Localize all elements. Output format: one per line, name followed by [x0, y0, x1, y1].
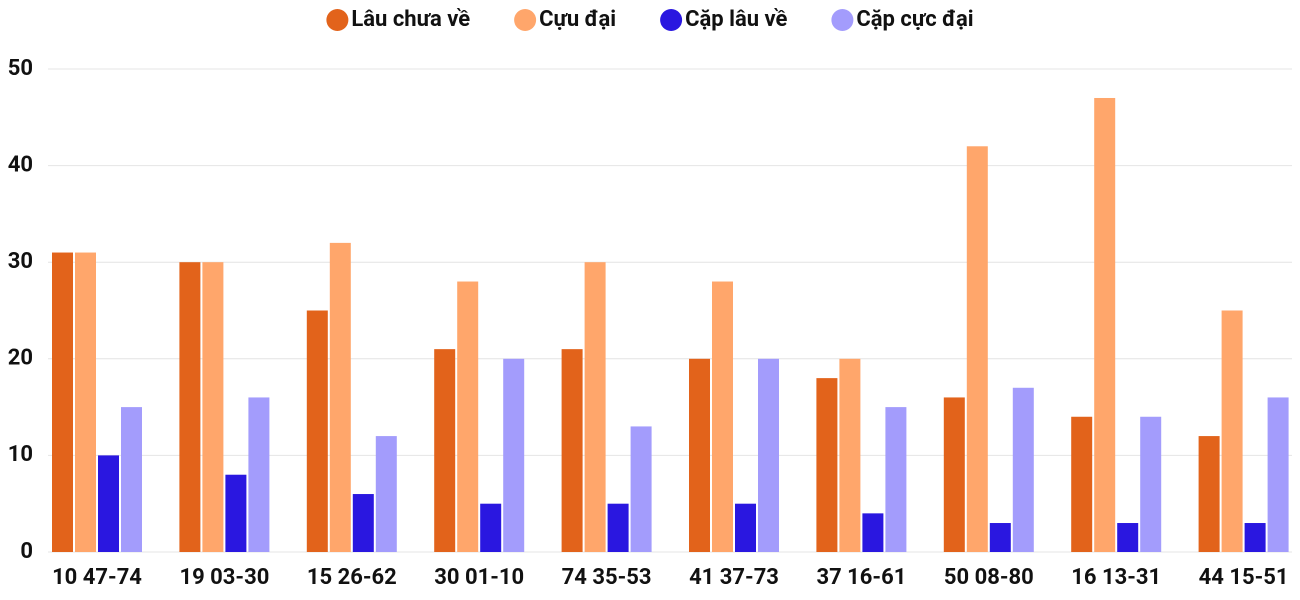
bar	[434, 349, 456, 552]
bar	[966, 146, 988, 552]
bar	[1267, 397, 1289, 552]
bar	[329, 242, 351, 552]
bar	[121, 407, 142, 552]
y-tick-label: 30	[8, 249, 33, 274]
x-tick-label: 41 37-73	[689, 565, 779, 590]
bar	[989, 523, 1011, 552]
bar	[248, 397, 270, 552]
bar	[584, 262, 606, 552]
bar	[885, 407, 907, 552]
bar	[1244, 523, 1266, 552]
x-tick-label: 74 35-53	[562, 565, 652, 590]
legend-marker	[326, 9, 349, 31]
y-tick-label: 20	[8, 346, 33, 371]
y-tick-label: 50	[8, 56, 33, 81]
bar	[630, 426, 652, 552]
bar	[1221, 310, 1243, 552]
bar	[75, 252, 96, 553]
bar	[375, 436, 397, 552]
x-tick-label: 10 47-74	[52, 565, 142, 590]
bar	[225, 474, 247, 552]
x-tick-label: 44 15-51	[1199, 565, 1289, 590]
bar	[202, 262, 224, 552]
x-tick-label: 37 16-61	[816, 565, 906, 590]
bar	[689, 358, 710, 552]
bar	[1094, 97, 1116, 552]
x-tick-label: 19 03-30	[179, 565, 269, 590]
bar	[1012, 387, 1034, 552]
legend-label: Cặp cực đại	[856, 7, 973, 32]
legend-label: Cựu đại	[539, 7, 616, 32]
legend-label: Cặp lâu về	[685, 7, 787, 32]
bar	[862, 513, 884, 552]
bar	[943, 397, 965, 552]
bar	[503, 358, 525, 552]
legend-label: Lâu chưa về	[351, 7, 470, 32]
x-tick-label: 15 26-62	[307, 565, 397, 590]
legend-marker	[514, 9, 537, 31]
bar	[98, 455, 119, 552]
bar	[735, 503, 756, 552]
bar	[179, 262, 201, 552]
bar	[52, 252, 73, 553]
x-tick-label: 30 01-10	[434, 565, 524, 590]
bar	[1140, 416, 1162, 552]
bar	[1071, 416, 1093, 552]
bar	[712, 281, 733, 552]
bar	[816, 378, 838, 552]
x-tick-label: 16 13-31	[1071, 565, 1161, 590]
bar	[561, 349, 583, 552]
bar	[1117, 523, 1139, 552]
bar	[480, 503, 502, 552]
bar	[457, 281, 479, 552]
bar	[306, 310, 328, 552]
bar	[839, 358, 861, 552]
bar	[758, 358, 779, 552]
bar	[607, 503, 629, 552]
bar	[352, 494, 374, 552]
legend-marker	[831, 9, 854, 31]
legend-marker	[660, 9, 683, 31]
bar	[1198, 436, 1220, 552]
x-tick-label: 50 08-80	[944, 565, 1034, 590]
y-tick-label: 0	[20, 539, 33, 564]
y-tick-label: 10	[8, 442, 33, 467]
y-tick-label: 40	[8, 152, 33, 177]
